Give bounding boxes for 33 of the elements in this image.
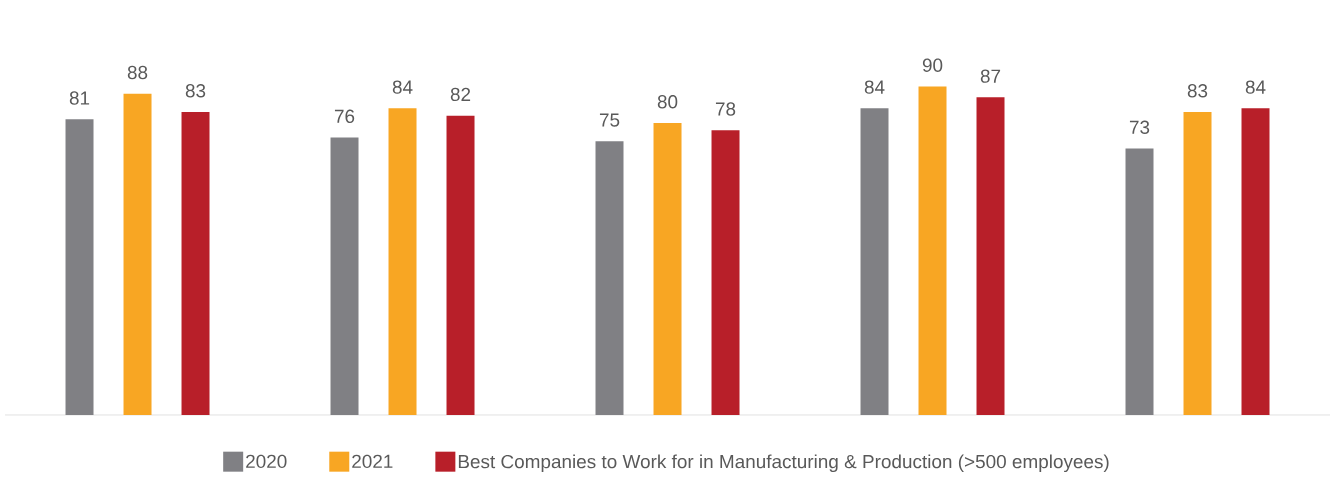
data-label: 80 bbox=[657, 95, 678, 109]
data-label: 87 bbox=[980, 69, 1001, 83]
bar bbox=[123, 93, 152, 415]
data-label: 78 bbox=[715, 102, 736, 116]
bar bbox=[388, 108, 417, 415]
data-label: 83 bbox=[185, 84, 206, 98]
legend-label: 2021 bbox=[352, 454, 393, 469]
data-label: 88 bbox=[127, 65, 148, 80]
bar bbox=[976, 97, 1005, 415]
data-label: 73 bbox=[1129, 120, 1150, 134]
data-label: 81 bbox=[69, 91, 90, 105]
bar bbox=[918, 86, 947, 415]
data-label: 83 bbox=[1187, 84, 1208, 98]
legend-label: Best Companies to Work for in Manufacturing & Production (>500 employees) bbox=[458, 454, 1109, 473]
bar bbox=[653, 122, 682, 415]
bar bbox=[1125, 148, 1154, 415]
data-label: 84 bbox=[392, 80, 413, 94]
bar bbox=[1183, 111, 1212, 415]
data-label: 84 bbox=[864, 80, 885, 94]
bar bbox=[181, 111, 210, 415]
data-label: 84 bbox=[1245, 80, 1266, 94]
bar bbox=[1241, 108, 1270, 415]
bar bbox=[711, 130, 740, 415]
data-label: 90 bbox=[922, 58, 943, 72]
data-label: 75 bbox=[599, 113, 620, 127]
bar bbox=[595, 141, 624, 415]
bar bbox=[446, 115, 475, 415]
bar bbox=[330, 137, 359, 415]
legend-label: 2020 bbox=[246, 454, 287, 469]
data-label: 76 bbox=[334, 109, 355, 124]
data-label: 82 bbox=[450, 87, 471, 102]
bar bbox=[65, 119, 94, 415]
bar bbox=[860, 108, 889, 415]
